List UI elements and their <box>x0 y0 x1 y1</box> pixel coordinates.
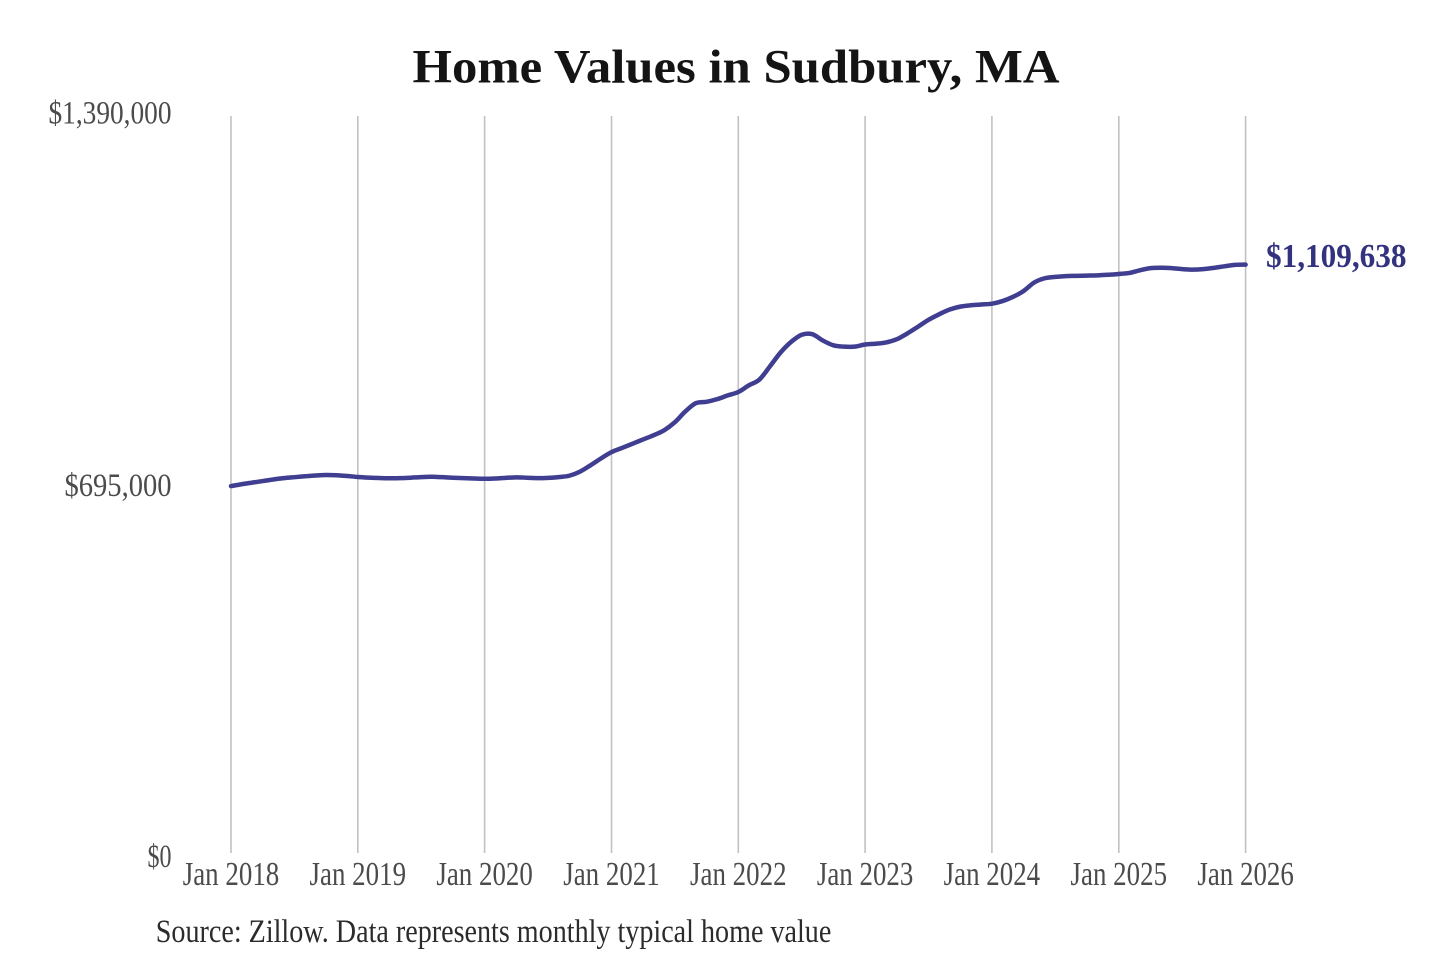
svg-text:Jan 2024: Jan 2024 <box>944 856 1041 893</box>
svg-text:Jan 2018: Jan 2018 <box>183 856 280 893</box>
svg-text:Jan 2025: Jan 2025 <box>1071 856 1168 893</box>
svg-text:Source: Zillow. Data represent: Source: Zillow. Data represents monthly … <box>156 914 832 950</box>
svg-text:Jan 2021: Jan 2021 <box>563 856 660 893</box>
svg-text:$0: $0 <box>148 839 172 875</box>
svg-text:Home Values in Sudbury, MA: Home Values in Sudbury, MA <box>413 41 1060 94</box>
svg-text:Jan 2023: Jan 2023 <box>817 856 914 893</box>
svg-text:Jan 2020: Jan 2020 <box>436 856 533 893</box>
svg-text:Jan 2022: Jan 2022 <box>690 856 787 893</box>
svg-text:Jan 2026: Jan 2026 <box>1197 856 1294 893</box>
svg-text:Jan 2019: Jan 2019 <box>310 856 407 893</box>
svg-text:$1,390,000: $1,390,000 <box>49 96 172 132</box>
svg-text:$695,000: $695,000 <box>65 468 172 504</box>
svg-text:$1,109,638: $1,109,638 <box>1266 238 1407 275</box>
